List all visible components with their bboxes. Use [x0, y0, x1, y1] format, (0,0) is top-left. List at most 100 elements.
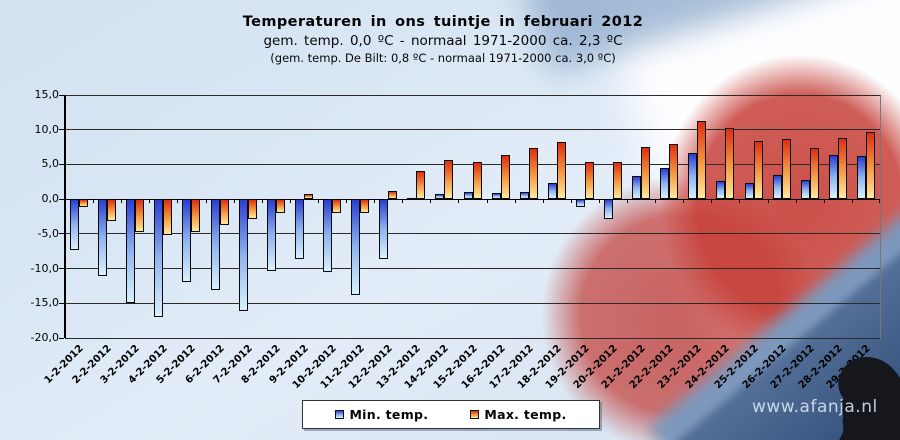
x-axis-tick: [627, 199, 629, 204]
legend: Min. temp. Max. temp.: [302, 400, 600, 429]
chart-subtitle: gem. temp. 0,0 ºC - normaal 1971-2000 ca…: [263, 33, 623, 49]
x-axis-tick: [739, 199, 741, 204]
gridline: [65, 268, 880, 270]
bar-min-temp: [688, 153, 698, 200]
bar-max-temp: [79, 199, 89, 208]
bar-max-temp: [528, 148, 538, 200]
max-temp-swatch-icon: [470, 410, 480, 419]
chart-title: Temperaturen in ons tuintje in februari …: [242, 14, 644, 30]
bar-min-temp: [70, 199, 80, 250]
bar-min-temp: [294, 199, 304, 259]
x-axis-tick: [177, 199, 179, 204]
bar-max-temp: [444, 160, 454, 200]
x-axis-tick: [261, 199, 263, 204]
chart-header: Temperaturen in ons tuintje in februari …: [0, 14, 886, 65]
bar-min-temp: [126, 199, 136, 304]
bar-max-temp: [837, 138, 847, 200]
y-axis-label: 0,0: [41, 192, 60, 206]
bar-max-temp: [163, 199, 173, 235]
gridline: [65, 302, 880, 304]
bar-max-temp: [753, 140, 763, 200]
bar-max-temp: [809, 148, 819, 200]
person-profile-silhouette-icon: [838, 357, 900, 440]
x-axis-tick: [402, 199, 404, 204]
x-axis-tick: [430, 199, 432, 204]
y-axis-label: -5,0: [37, 226, 59, 240]
bar-min-temp: [322, 199, 332, 273]
bar-min-temp: [351, 199, 361, 295]
x-axis-tick: [598, 199, 600, 204]
y-axis-label: 10,0: [34, 122, 60, 136]
bar-max-temp: [107, 199, 117, 221]
y-axis-tick: [59, 163, 64, 165]
bar-max-temp: [135, 199, 145, 232]
gridline: [65, 94, 880, 96]
bar-max-temp: [697, 120, 707, 200]
x-axis-tick: [767, 199, 769, 204]
x-axis-tick: [823, 199, 825, 204]
x-axis-tick: [149, 199, 151, 204]
bar-min-temp: [463, 192, 473, 200]
bar-min-temp: [632, 176, 642, 200]
bar-max-temp: [275, 199, 285, 214]
x-axis-tick: [514, 199, 516, 204]
gridline: [65, 337, 880, 339]
y-axis-label: -20,0: [30, 331, 59, 344]
y-axis-line: [64, 95, 66, 338]
x-axis-tick: [486, 199, 488, 204]
legend-item-max: Max. temp.: [470, 407, 566, 422]
bar-max-temp: [388, 190, 398, 200]
bar-min-temp: [519, 192, 529, 200]
bar-min-temp: [98, 199, 108, 276]
y-axis-tick: [59, 337, 64, 339]
x-axis-tick: [233, 199, 235, 204]
y-axis-tick: [59, 198, 64, 200]
y-axis-label: -10,0: [30, 261, 59, 275]
x-axis-tick: [879, 199, 880, 204]
x-axis-tick: [795, 199, 797, 204]
x-axis-tick: [205, 199, 207, 204]
bar-max-temp: [556, 141, 566, 200]
x-axis-tick: [65, 199, 66, 204]
x-axis-tick: [121, 199, 123, 204]
y-axis-label: 5,0: [41, 157, 60, 171]
y-axis-tick: [59, 129, 64, 131]
bar-min-temp: [772, 174, 782, 200]
bar-max-temp: [416, 171, 426, 200]
y-axis-label: -15,0: [30, 296, 59, 310]
bar-min-temp: [379, 199, 389, 259]
y-axis-tick: [59, 268, 64, 270]
bar-min-temp: [716, 181, 726, 200]
bar-max-temp: [331, 199, 341, 214]
x-axis-tick: [655, 199, 657, 204]
bar-max-temp: [247, 199, 257, 220]
bar-max-temp: [781, 138, 791, 200]
bar-min-temp: [575, 199, 585, 207]
x-axis-tick: [851, 199, 853, 204]
min-temp-swatch-icon: [335, 410, 345, 419]
x-axis-zero-line: [65, 198, 880, 201]
legend-label-min: Min. temp.: [349, 407, 429, 422]
bar-max-temp: [584, 162, 594, 200]
bar-min-temp: [182, 199, 192, 283]
bar-min-temp: [238, 199, 248, 311]
bar-min-temp: [660, 167, 670, 200]
watermark: www.afanja.nl: [752, 397, 878, 417]
bar-min-temp: [800, 180, 810, 200]
bar-max-temp: [472, 162, 482, 200]
bar-max-temp: [500, 154, 510, 200]
x-axis-tick: [93, 199, 95, 204]
x-axis-tick: [289, 199, 291, 204]
bar-min-temp: [828, 155, 838, 200]
bar-min-temp: [266, 199, 276, 271]
x-axis-tick: [458, 199, 460, 204]
x-axis-tick: [374, 199, 376, 204]
bar-min-temp: [407, 197, 417, 200]
x-axis-tick: [542, 199, 544, 204]
bar-max-temp: [865, 131, 875, 200]
bar-max-temp: [641, 147, 651, 200]
bar-min-temp: [154, 199, 164, 318]
bar-min-temp: [491, 192, 501, 200]
y-axis-tick: [59, 233, 64, 235]
